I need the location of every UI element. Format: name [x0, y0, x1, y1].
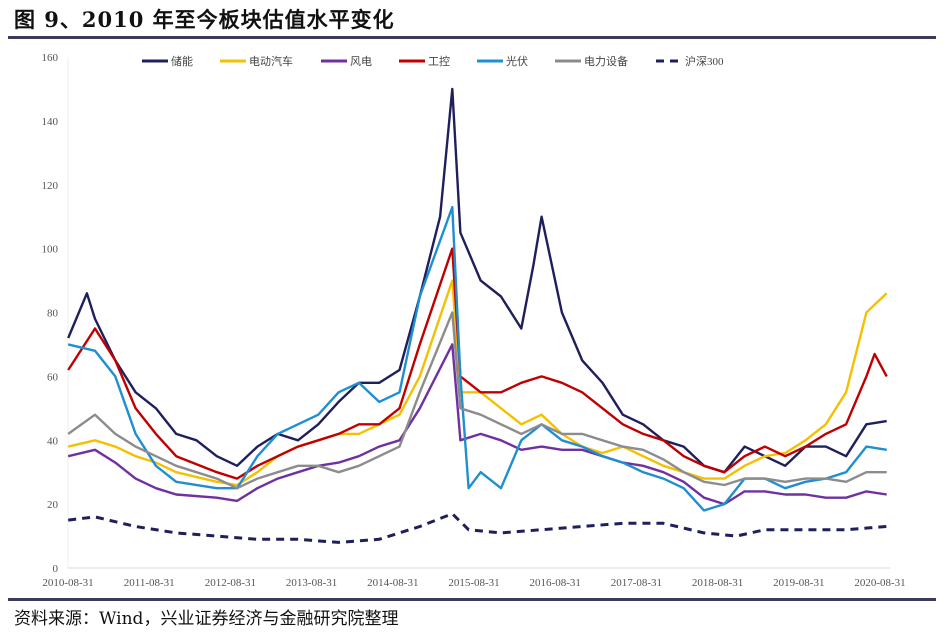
series-line-4: [67, 205, 887, 512]
x-tick-label: 2016-08-31: [530, 577, 581, 589]
x-tick-label: 2017-08-31: [611, 577, 662, 589]
y-tick-label: 60: [47, 371, 59, 383]
series-line-3: [67, 247, 888, 480]
y-tick-label: 100: [42, 244, 59, 256]
x-tick-label: 2010-08-31: [42, 577, 93, 589]
y-tick-label: 20: [47, 499, 59, 511]
x-tick-label: 2012-08-31: [205, 577, 256, 589]
legend-label: 风电: [350, 55, 372, 68]
y-tick-label: 120: [42, 180, 59, 192]
x-tick-label: 2013-08-31: [286, 577, 337, 589]
legend-label: 电动汽车: [249, 54, 293, 68]
y-tick-label: 40: [47, 435, 59, 447]
x-tick-label: 2015-08-31: [448, 577, 499, 589]
series-line-0: [67, 87, 887, 474]
x-tick-label: 2019-08-31: [773, 577, 824, 589]
legend-label: 光伏: [506, 54, 528, 68]
y-tick-label: 0: [53, 563, 59, 575]
x-tick-label: 2014-08-31: [367, 577, 418, 589]
series-line-5: [67, 311, 887, 490]
line-chart: 0 20 40 60 80 100 120 140 160 2010-08-31 2011-08-3…: [42, 52, 906, 589]
x-tick-label: 2020-08-31: [854, 577, 905, 589]
series-line-6: [68, 512, 887, 544]
legend-label: 工控: [428, 54, 450, 68]
top-rule: [8, 36, 936, 39]
x-tick-label: 2018-08-31: [692, 577, 743, 589]
legend-label: 储能: [171, 54, 193, 68]
legend-label: 电力设备: [584, 54, 628, 68]
x-tick-label: 2011-08-31: [124, 577, 175, 589]
y-tick-label: 140: [42, 116, 59, 128]
series-line-1: [67, 279, 888, 487]
y-tick-label: 80: [47, 308, 59, 320]
figure-title: 图 9、2010 年至今板块估值水平变化: [14, 7, 395, 32]
series-line-2: [67, 343, 887, 506]
y-tick-label: 160: [42, 52, 59, 64]
bottom-rule: [8, 598, 936, 601]
legend-label: 沪深300: [685, 54, 724, 68]
source-note: 资料来源：Wind，兴业证券经济与金融研究院整理: [14, 609, 399, 629]
